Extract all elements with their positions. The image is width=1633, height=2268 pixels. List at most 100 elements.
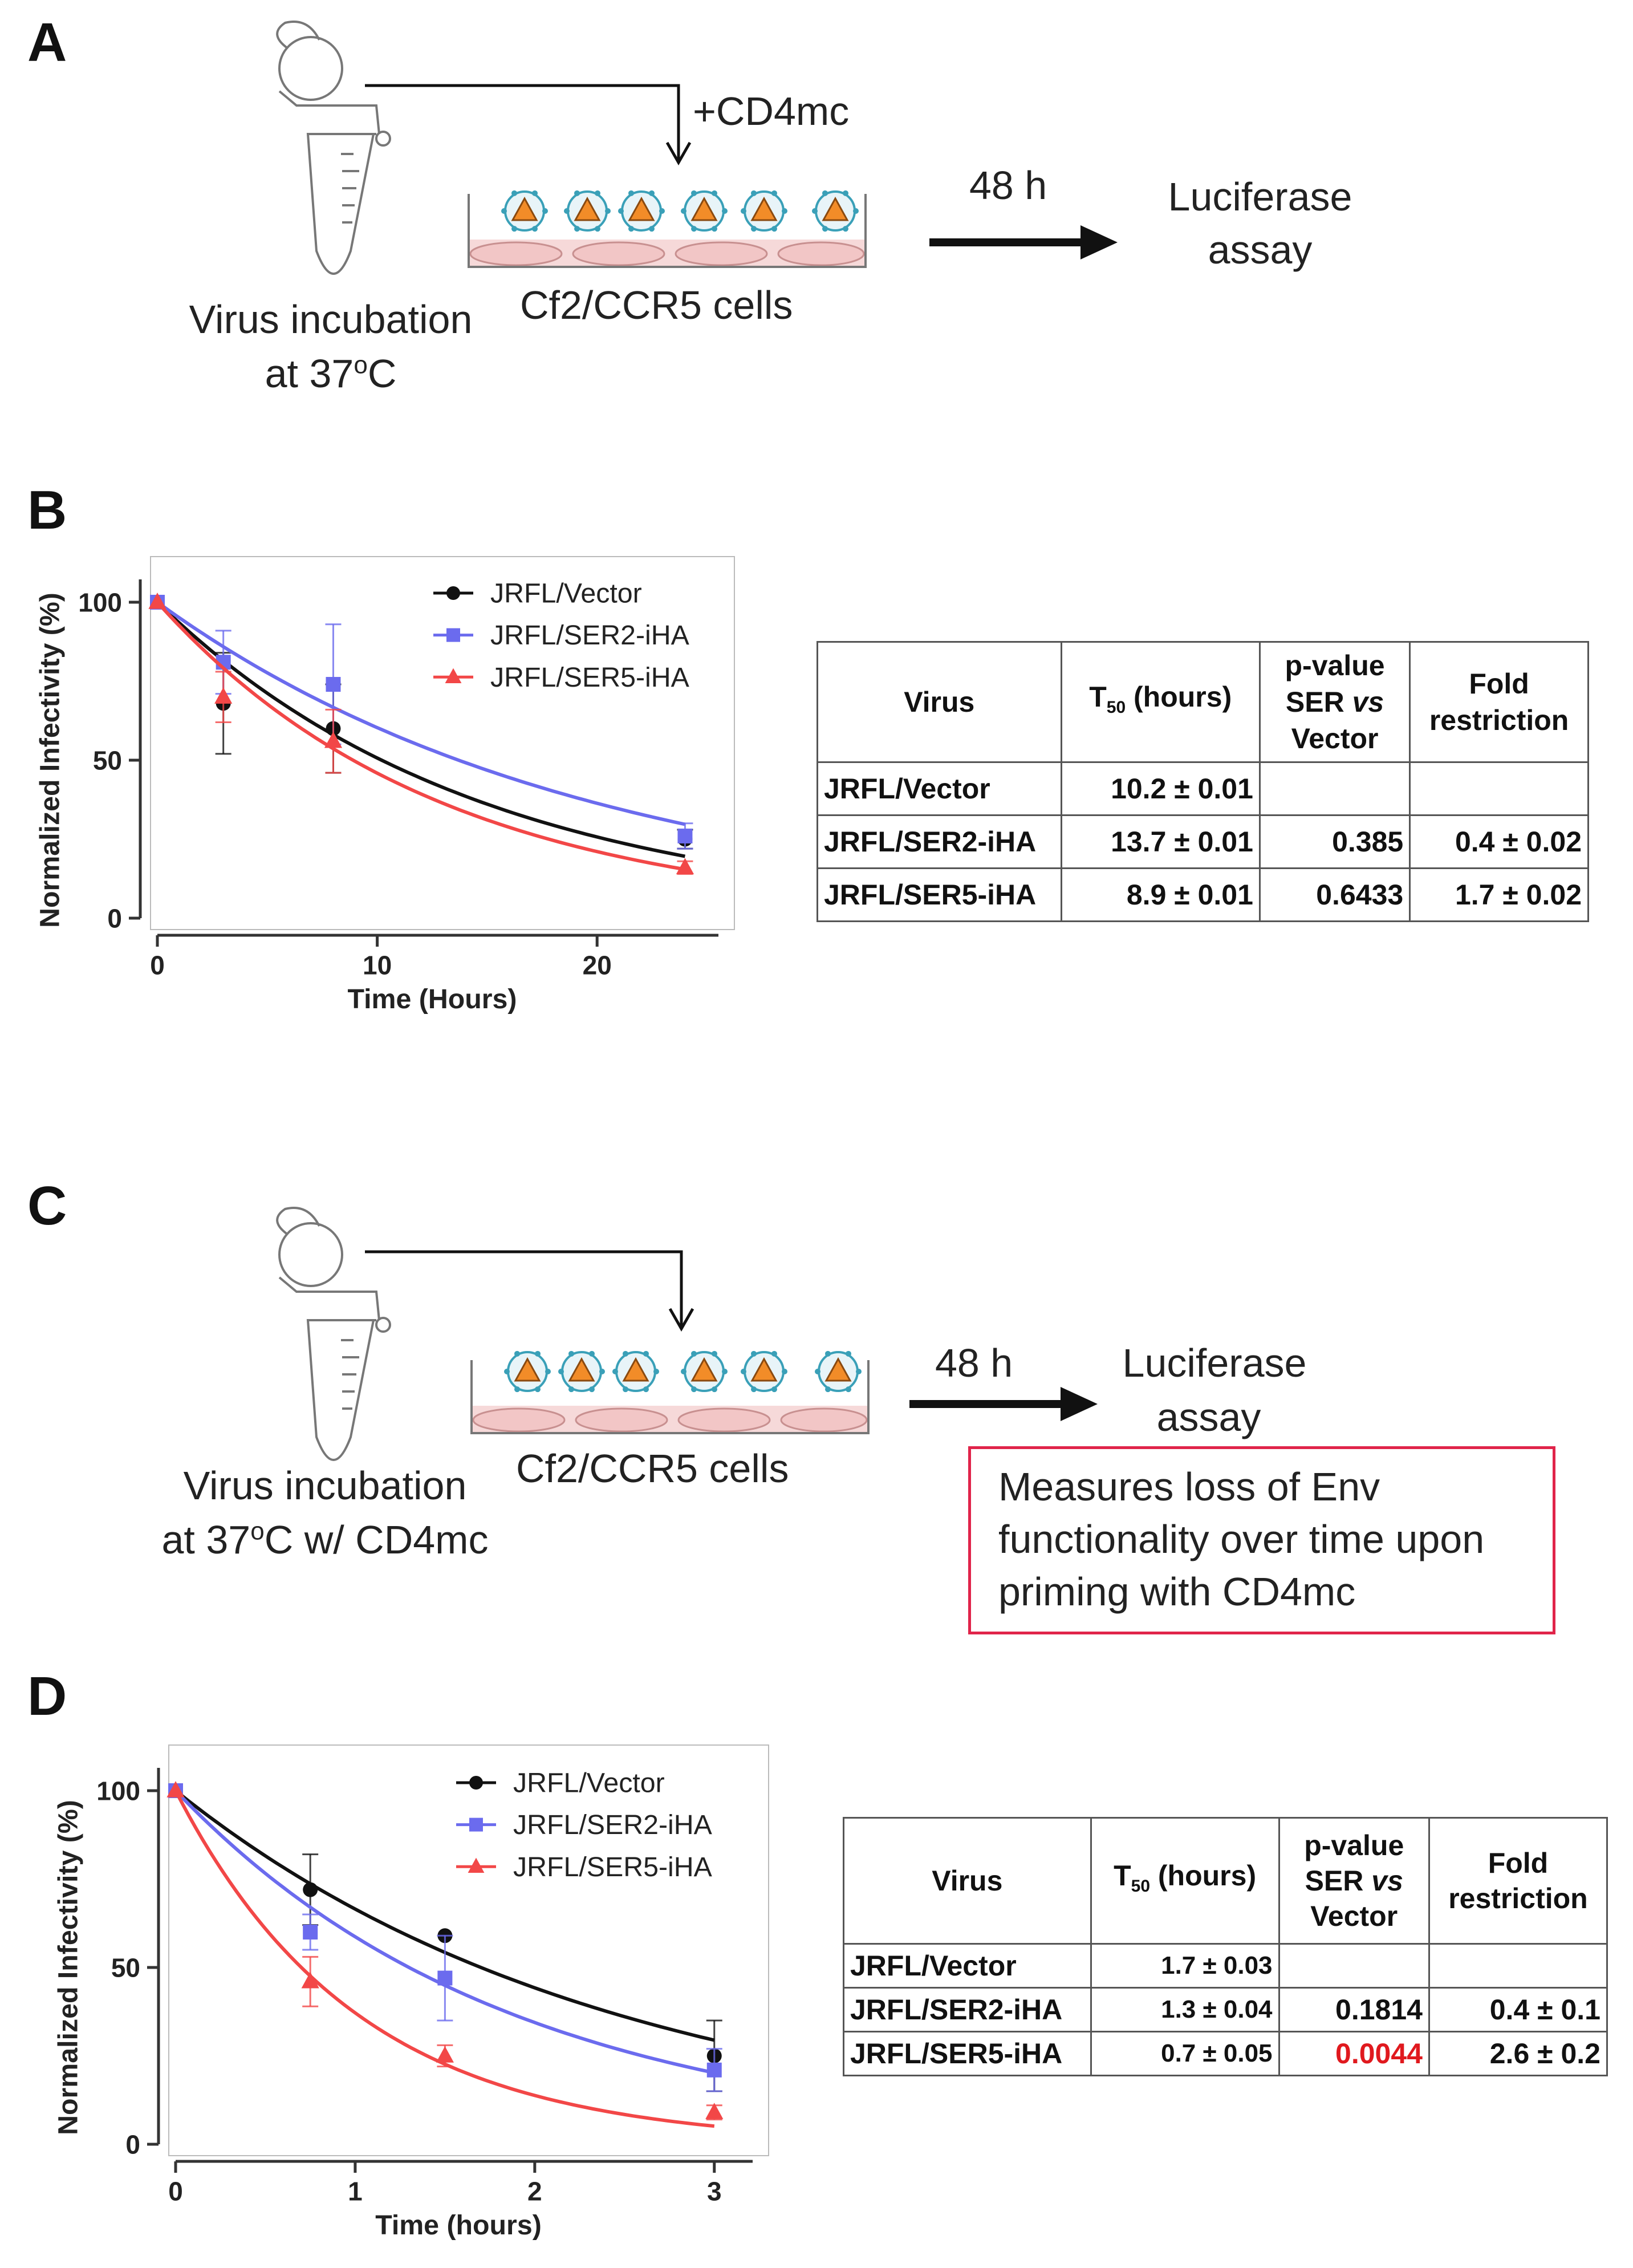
incubation-label-line1: Virus incubation bbox=[183, 1463, 467, 1508]
data-point bbox=[436, 2046, 454, 2063]
virion-icon bbox=[812, 190, 859, 232]
table-row: JRFL/Vector 10.2 ± 0.01 bbox=[816, 761, 1589, 816]
cell-fold: 2.6 ± 0.2 bbox=[1428, 2031, 1608, 2076]
virion-icon bbox=[612, 1350, 659, 1393]
series-jrfl-ser5-iha bbox=[148, 593, 694, 875]
data-point bbox=[706, 2062, 722, 2078]
legend-label: JRFL/SER2-iHA bbox=[490, 620, 690, 651]
legend-item: JRFL/Vector bbox=[456, 1768, 665, 1799]
virion-icon bbox=[501, 190, 548, 232]
legend-marker bbox=[469, 1817, 483, 1832]
x-tick-label: 3 bbox=[707, 2176, 722, 2206]
x-tick-label: 10 bbox=[363, 950, 392, 980]
legend-label: JRFL/SER2-iHA bbox=[513, 1809, 713, 1840]
data-point bbox=[705, 2103, 724, 2119]
header-pvalue: p-value SER vs Vector bbox=[1258, 641, 1411, 763]
legend: JRFL/Vector JRFL/SER2-iHA JRFL/SER5-iHA bbox=[456, 1768, 713, 1882]
fit-curve bbox=[156, 601, 686, 826]
legend-marker bbox=[468, 1857, 485, 1873]
data-point bbox=[326, 677, 341, 692]
legend-label: JRFL/Vector bbox=[490, 578, 642, 609]
data-point bbox=[214, 687, 233, 704]
cell-pvalue: 0.1814 bbox=[1278, 1987, 1430, 2032]
table-d-header-row: Virus T50 (hours) p-value SER vs Vector Fo… bbox=[843, 1817, 1608, 1945]
x-tick-label: 20 bbox=[583, 950, 612, 980]
virion-icon bbox=[564, 190, 611, 232]
cell-virus: JRFL/SER2-iHA bbox=[843, 1987, 1092, 2032]
note-line-2: functionality over time upon bbox=[998, 1517, 1485, 1561]
y-tick-label: 50 bbox=[111, 1953, 140, 1983]
panel-b-letter: B bbox=[27, 480, 67, 541]
tube-icon bbox=[276, 21, 391, 275]
virion-icon bbox=[741, 190, 787, 232]
virion-icon bbox=[741, 1350, 787, 1393]
legend-label: JRFL/Vector bbox=[513, 1768, 665, 1799]
cell-pvalue bbox=[1278, 1943, 1430, 1989]
table-d: Virus T50 (hours) p-value SER vs Vector Fo… bbox=[843, 1817, 1608, 2076]
plot-frame bbox=[168, 1744, 769, 2156]
header-fold: Fold restriction bbox=[1409, 641, 1589, 763]
data-point bbox=[677, 828, 693, 843]
cell-virus: JRFL/Vector bbox=[843, 1943, 1092, 1989]
x-tick-label: 2 bbox=[527, 2176, 542, 2206]
time-48h-label: 48 h bbox=[935, 1341, 1013, 1385]
cell-pvalue bbox=[1258, 761, 1411, 816]
virion-icon bbox=[504, 1350, 551, 1393]
legend-item: JRFL/SER2-iHA bbox=[456, 1809, 713, 1840]
fit-curve bbox=[156, 601, 685, 871]
data-point bbox=[437, 1970, 453, 1986]
cell-fold bbox=[1409, 761, 1589, 816]
series-jrfl-ser5-iha bbox=[166, 1781, 724, 2128]
cell-virus: JRFL/Vector bbox=[816, 761, 1062, 816]
cell-virus: JRFL/SER5-iHA bbox=[816, 867, 1062, 922]
table-b: Virus T50 (hours) p-value SER vs Vector Fo… bbox=[816, 641, 1589, 922]
cd4mc-label: +CD4mc bbox=[693, 89, 850, 133]
assay-label: assay bbox=[1156, 1395, 1261, 1439]
virion-icon bbox=[815, 1350, 862, 1393]
header-virus: Virus bbox=[843, 1817, 1092, 1945]
bent-arrow-icon bbox=[365, 84, 692, 166]
cell-t50: 1.7 ± 0.03 bbox=[1090, 1943, 1280, 1989]
data-point bbox=[303, 1925, 318, 1940]
note-line-3: priming with CD4mc bbox=[998, 1569, 1356, 1614]
right-arrow-icon bbox=[929, 225, 1118, 259]
legend: JRFL/Vector JRFL/SER2-iHA JRFL/SER5-iHA bbox=[433, 578, 690, 693]
y-tick-label: 100 bbox=[96, 1776, 140, 1806]
table-row: JRFL/SER2-iHA 13.7 ± 0.01 0.385 0.4 ± 0.… bbox=[816, 814, 1589, 869]
y-axis-label: Normalized Infectivity (%) bbox=[53, 1800, 84, 2135]
luciferase-label: Luciferase bbox=[1122, 1341, 1307, 1385]
legend-marker bbox=[469, 1776, 483, 1790]
y-tick-label: 0 bbox=[107, 904, 122, 934]
legend-item: JRFL/Vector bbox=[433, 578, 642, 609]
chart-b: 0 50 100 0 10 20 Time (Hours) Normalized Infect… bbox=[35, 556, 735, 1015]
cell-t50: 10.2 ± 0.01 bbox=[1060, 761, 1261, 816]
data-point bbox=[301, 1971, 319, 1989]
virion-icon bbox=[618, 190, 665, 232]
x-axis-label: Time (hours) bbox=[375, 2210, 542, 2241]
cell-t50: 0.7 ± 0.05 bbox=[1090, 2031, 1280, 2076]
y-tick-label: 50 bbox=[93, 746, 122, 776]
cell-virus: JRFL/SER5-iHA bbox=[843, 2031, 1092, 2076]
note-line-1: Measures loss of Env bbox=[998, 1464, 1380, 1509]
cell-dish-icon bbox=[470, 1360, 870, 1434]
panel-c-diagram bbox=[276, 1207, 1098, 1462]
legend-item: JRFL/SER2-iHA bbox=[433, 620, 690, 651]
panel-a-diagram bbox=[276, 21, 1118, 275]
note-box: Measures loss of Env functionality over … bbox=[968, 1446, 1555, 1634]
legend-label: JRFL/SER5-iHA bbox=[490, 662, 690, 693]
data-point bbox=[324, 731, 343, 748]
data-point bbox=[166, 1781, 185, 1798]
cell-pvalue: 0.385 bbox=[1258, 814, 1411, 869]
cell-pvalue: 0.6433 bbox=[1258, 867, 1411, 922]
table-b-header-row: Virus T50 (hours) p-value SER vs Vector Fo… bbox=[816, 641, 1589, 763]
cell-t50: 8.9 ± 0.01 bbox=[1060, 867, 1261, 922]
virion-icon bbox=[681, 190, 728, 232]
panel-c-letter: C bbox=[27, 1175, 67, 1236]
table-row: JRFL/SER2-iHA 1.3 ± 0.04 0.1814 0.4 ± 0.… bbox=[843, 1987, 1608, 2032]
assay-label: assay bbox=[1208, 228, 1313, 272]
virion-icons bbox=[501, 190, 859, 232]
cell-fold: 1.7 ± 0.02 bbox=[1409, 867, 1589, 922]
table-row: JRFL/SER5-iHA 0.7 ± 0.05 0.0044 2.6 ± 0.… bbox=[843, 2031, 1608, 2076]
cell-virus: JRFL/SER2-iHA bbox=[816, 814, 1062, 869]
cell-fold bbox=[1428, 1943, 1608, 1989]
